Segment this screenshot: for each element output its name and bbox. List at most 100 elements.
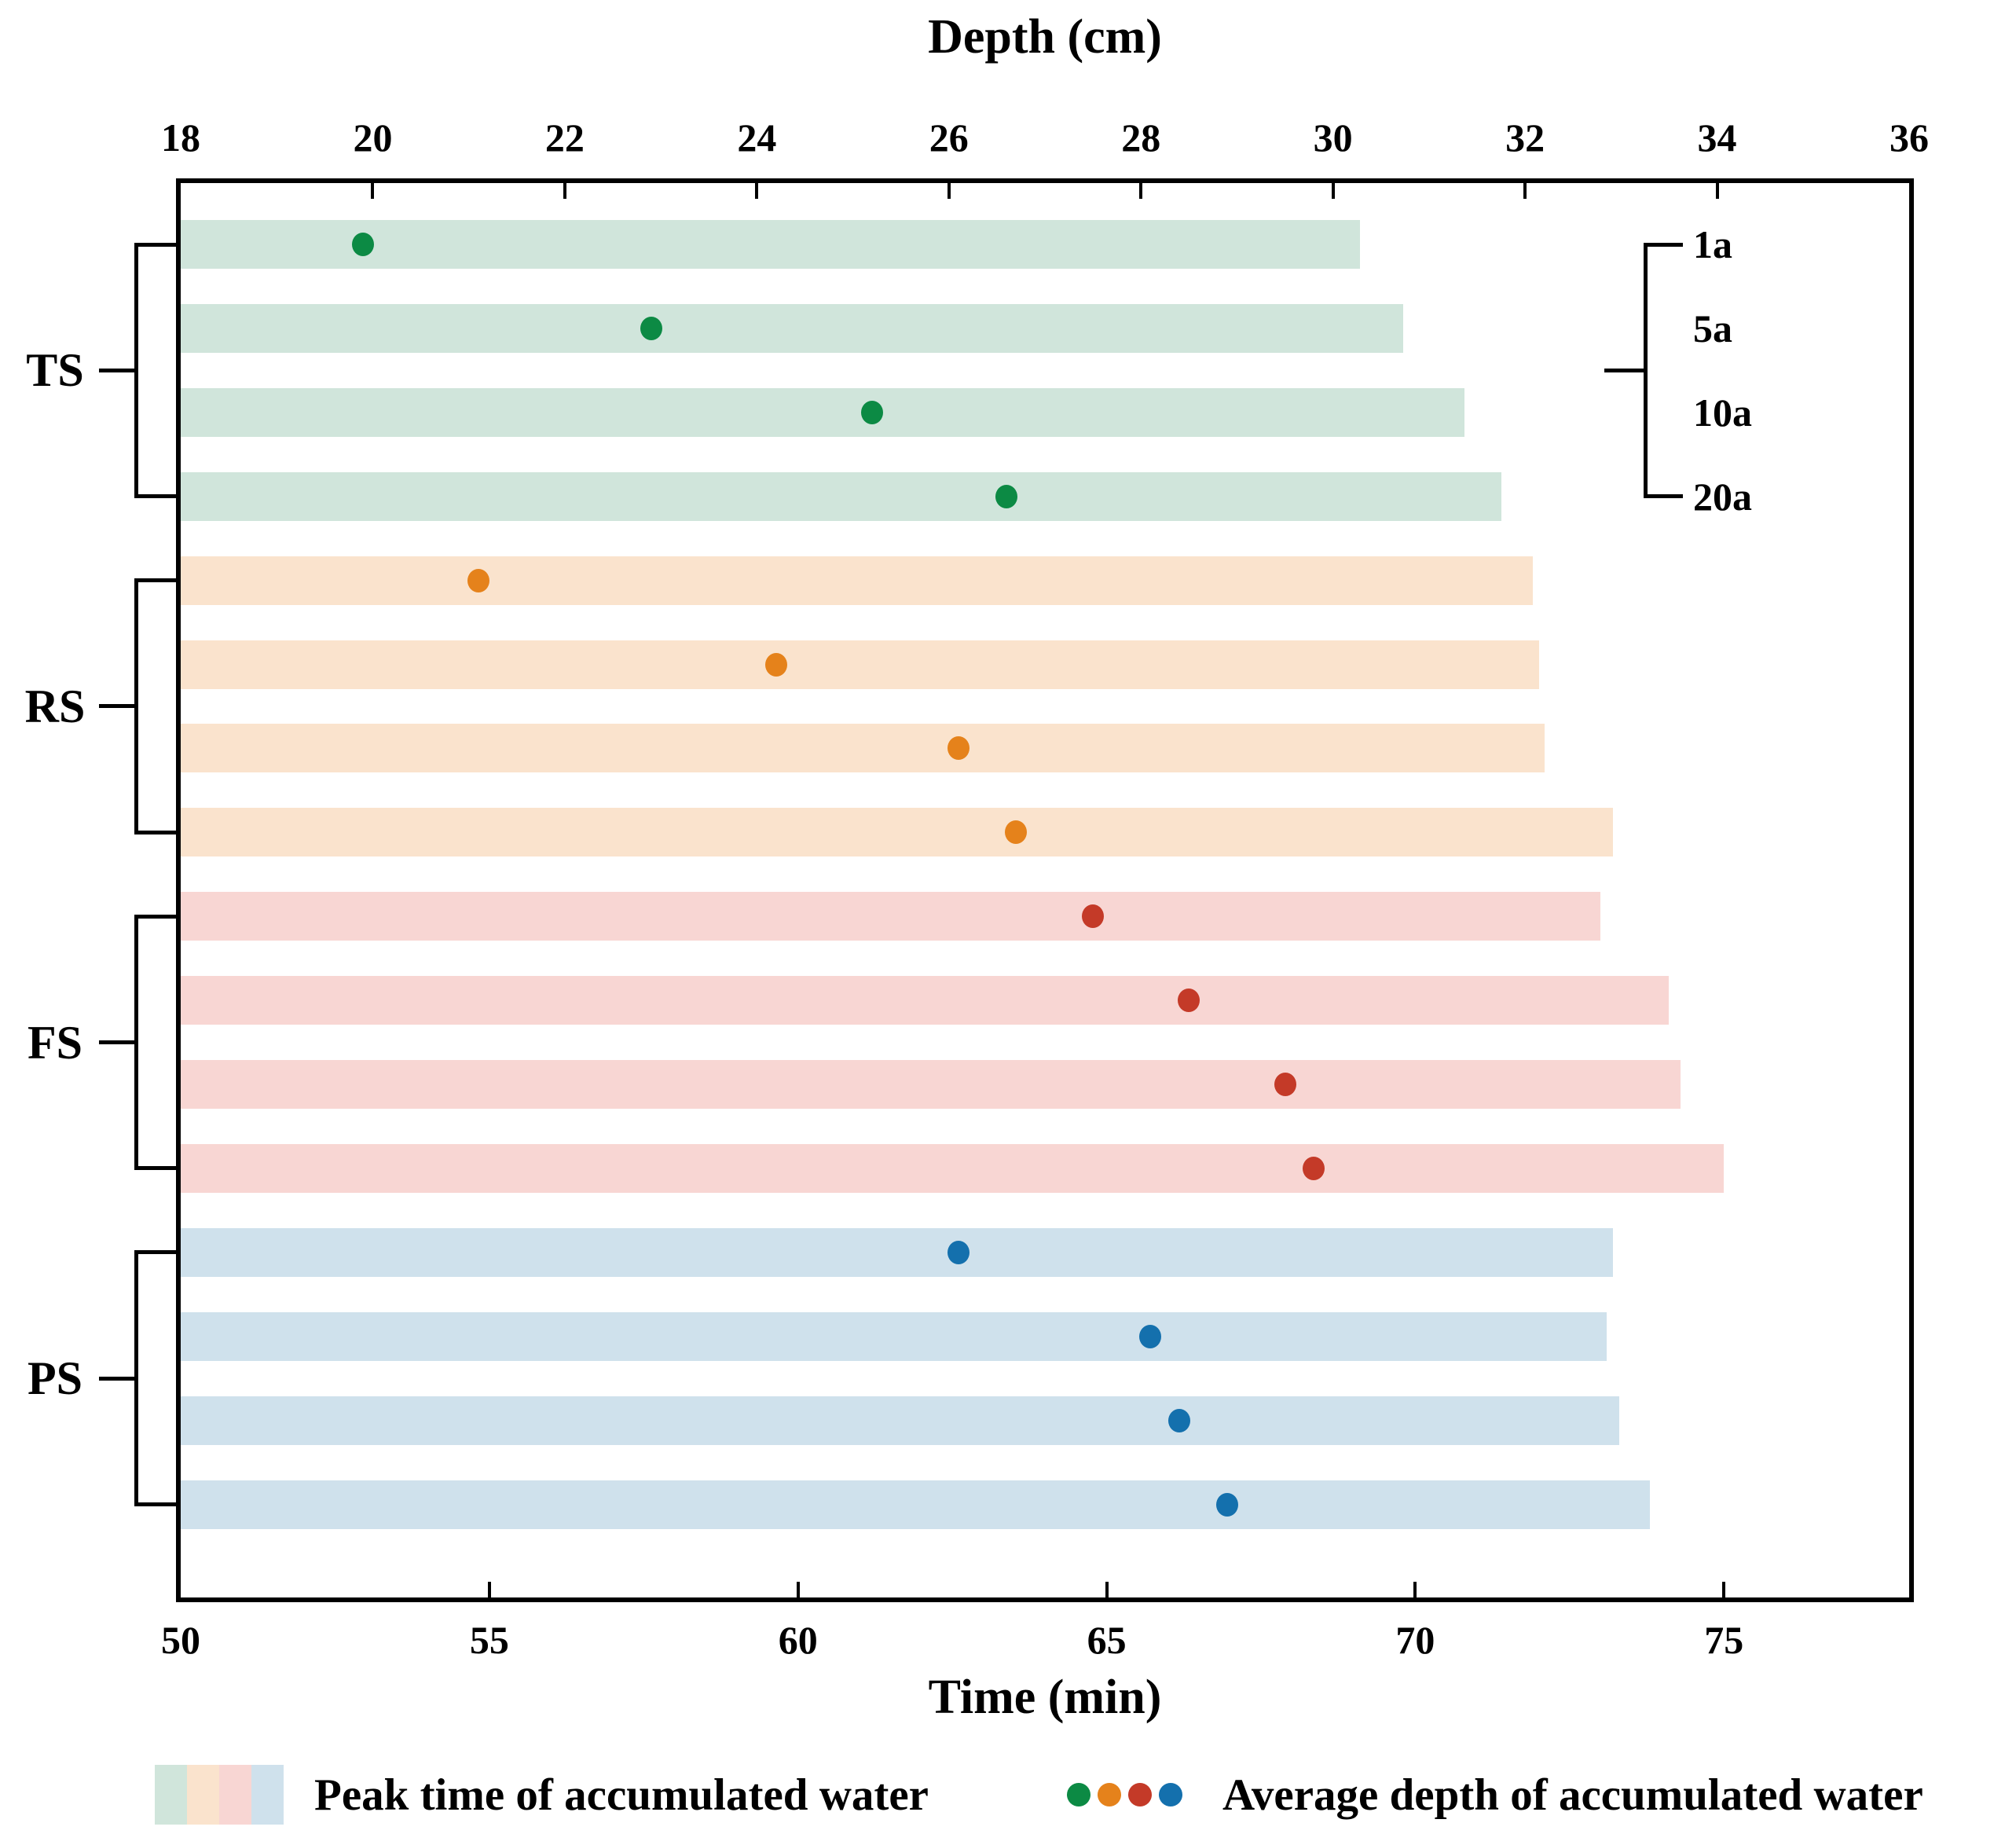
- depth-dot-fs-1a: [1082, 904, 1105, 929]
- group-label-PS: PS: [27, 1352, 83, 1405]
- top-tick-label-24: 24: [737, 116, 777, 160]
- top-tick-24: [755, 183, 759, 199]
- bar-rs-10a: [181, 724, 1545, 773]
- group-bracket-bottom-RS: [134, 830, 181, 834]
- legend-dot-fs: [1128, 1783, 1152, 1806]
- depth-dot-ts-1a: [352, 233, 375, 256]
- legend-dot-rs: [1098, 1783, 1121, 1806]
- depth-dot-ts-20a: [995, 484, 1018, 508]
- depth-dot-fs-10a: [1274, 1073, 1296, 1096]
- scenario-bracket-bottom-tick: [1644, 494, 1683, 499]
- group-bracket-top-TS: [134, 242, 181, 247]
- top-tick-label-36: 36: [1890, 116, 1929, 160]
- bottom-tick-label-65: 65: [1087, 1618, 1127, 1662]
- top-tick-label-18: 18: [161, 116, 200, 160]
- scenario-label-20a: 20a: [1693, 474, 1752, 519]
- legend-bar-swatch-ts: [155, 1765, 187, 1825]
- bar-ps-1a: [181, 1227, 1613, 1277]
- group-bracket-connector-PS: [99, 1376, 134, 1381]
- group-bracket-bottom-TS: [134, 494, 181, 499]
- group-bracket-top-PS: [134, 1250, 181, 1255]
- depth-dot-ps-5a: [1139, 1324, 1162, 1348]
- depth-dot-fs-20a: [1303, 1156, 1325, 1180]
- bottom-tick-label-55: 55: [469, 1618, 509, 1662]
- scenario-label-10a: 10a: [1693, 390, 1752, 435]
- legend-dot-ps: [1159, 1783, 1182, 1806]
- group-bracket-top-FS: [134, 914, 181, 919]
- top-tick-20: [371, 183, 375, 199]
- legend-bar-swatch-fs: [219, 1765, 251, 1825]
- group-bracket-connector-FS: [99, 1040, 134, 1045]
- bottom-tick-label-60: 60: [778, 1618, 818, 1662]
- bar-fs-20a: [181, 1143, 1725, 1193]
- depth-dot-ts-10a: [861, 400, 883, 424]
- bar-ps-20a: [181, 1480, 1650, 1529]
- group-label-RS: RS: [24, 680, 86, 732]
- bottom-tick-55: [487, 1582, 491, 1597]
- group-bracket-connector-RS: [99, 704, 134, 709]
- top-tick-label-22: 22: [544, 116, 585, 160]
- scenario-bracket-vline: [1644, 242, 1648, 499]
- group-bracket-bottom-PS: [134, 1502, 181, 1506]
- depth-dot-ps-1a: [948, 1240, 970, 1264]
- top-tick-32: [1523, 183, 1527, 199]
- scenario-bracket-mid-tick: [1604, 368, 1644, 372]
- depth-dot-fs-5a: [1178, 989, 1200, 1013]
- bottom-axis-title: Time (min): [928, 1671, 1162, 1724]
- bar-rs-1a: [181, 556, 1533, 605]
- depth-dot-rs-1a: [467, 568, 489, 592]
- top-tick-28: [1139, 183, 1143, 199]
- bar-rs-5a: [181, 640, 1539, 689]
- depth-dot-ps-20a: [1216, 1492, 1239, 1517]
- group-bracket-top-RS: [134, 578, 181, 583]
- legend-dots-label: Average depth of accumulated water: [1222, 1770, 1923, 1820]
- top-tick-label-26: 26: [929, 116, 969, 160]
- scenario-label-1a: 1a: [1693, 222, 1732, 266]
- depth-dot-ps-10a: [1168, 1408, 1191, 1432]
- legend-bar-swatch-rs: [187, 1765, 219, 1825]
- depth-dot-rs-20a: [1005, 820, 1028, 845]
- top-tick-30: [1331, 183, 1335, 199]
- bottom-tick-label-70: 70: [1395, 1618, 1435, 1662]
- bar-ps-10a: [181, 1396, 1619, 1445]
- bar-ts-10a: [181, 387, 1465, 437]
- bar-ts-1a: [181, 220, 1360, 269]
- depth-dot-rs-5a: [764, 652, 787, 677]
- depth-dot-ts-5a: [640, 316, 662, 340]
- bar-fs-5a: [181, 976, 1669, 1025]
- top-axis-title: Depth (cm): [928, 10, 1162, 64]
- legend-dot-ts: [1067, 1783, 1090, 1806]
- group-bracket-bottom-FS: [134, 1166, 181, 1171]
- bar-rs-20a: [181, 808, 1613, 857]
- top-tick-label-20: 20: [353, 116, 393, 160]
- bar-fs-1a: [181, 892, 1601, 941]
- scenario-label-5a: 5a: [1693, 306, 1732, 350]
- top-tick-label-28: 28: [1121, 116, 1161, 160]
- scenario-bracket-top-tick: [1644, 242, 1683, 247]
- bottom-tick-70: [1413, 1582, 1417, 1597]
- legend-bars-label: Peak time of accumulated water: [314, 1770, 929, 1820]
- bar-ts-5a: [181, 303, 1403, 353]
- top-tick-22: [563, 183, 566, 199]
- group-bracket-vline-PS: [134, 1250, 138, 1506]
- group-bracket-vline-RS: [134, 578, 138, 834]
- top-tick-label-34: 34: [1697, 116, 1737, 160]
- group-label-TS: TS: [26, 344, 84, 397]
- top-tick-26: [947, 183, 951, 199]
- depth-dot-rs-10a: [948, 736, 970, 761]
- top-tick-label-32: 32: [1505, 116, 1545, 160]
- bottom-tick-65: [1105, 1582, 1109, 1597]
- group-bracket-vline-FS: [134, 914, 138, 1171]
- bar-ts-20a: [181, 471, 1502, 521]
- legend-bar-swatch-ps: [251, 1765, 284, 1825]
- bottom-tick-75: [1722, 1582, 1726, 1597]
- plot-area: [176, 178, 1914, 1602]
- bottom-tick-label-50: 50: [161, 1618, 200, 1662]
- top-tick-label-30: 30: [1313, 116, 1353, 160]
- bar-fs-10a: [181, 1060, 1681, 1109]
- group-label-FS: FS: [27, 1016, 83, 1069]
- group-bracket-vline-TS: [134, 242, 138, 499]
- bottom-tick-label-75: 75: [1704, 1618, 1744, 1662]
- top-tick-34: [1715, 183, 1719, 199]
- group-bracket-connector-TS: [99, 368, 134, 372]
